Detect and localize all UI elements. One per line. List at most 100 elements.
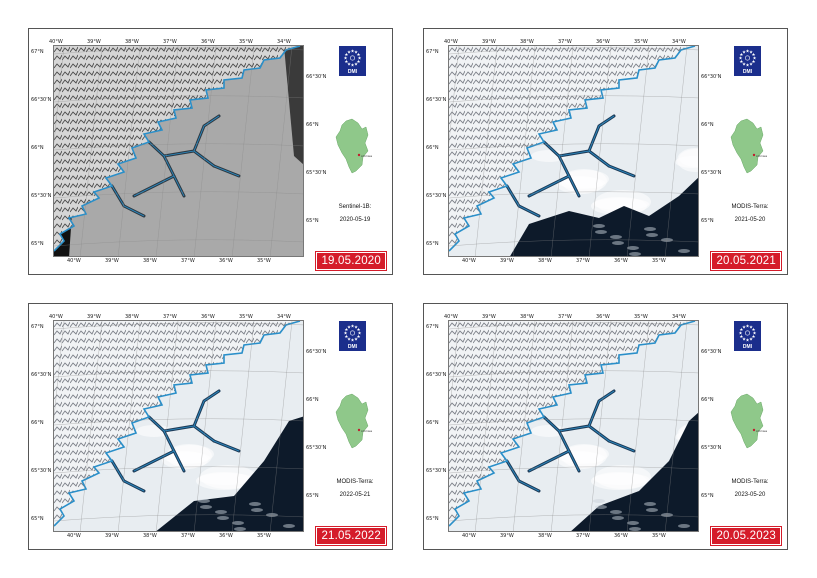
sensor-name: Sentinel-1B:: [338, 204, 372, 210]
graticule-label-top: 39°W: [482, 314, 496, 320]
stars-icon: ★★★★★★★★★ ★ ★★: [738, 324, 756, 344]
sensor-caption: Sentinel-1B: 2020-05-19: [319, 201, 391, 227]
graticule-label-bottom: 38°W: [538, 533, 552, 539]
graticule-label-left: 65°30'N: [31, 468, 52, 474]
graticule-label-bottom: 36°W: [614, 258, 628, 264]
greenland-inset-map: Ammassalik: [332, 117, 377, 175]
graticule-label-left: 67°N: [31, 49, 44, 55]
svg-text:★: ★: [752, 327, 756, 333]
graticule-label-right: 65°N: [306, 493, 319, 499]
coastline: [449, 321, 696, 527]
graticule-label-left: 65°N: [31, 516, 44, 522]
graticule-label-bottom: 40°W: [462, 258, 476, 264]
svg-text:★: ★: [344, 334, 348, 340]
svg-text:★: ★: [742, 324, 746, 330]
dmi-logo: ★ ★ ★ ★ ★ ★ ★ ★ ★ ★ ★ ★ DMI: [734, 321, 761, 351]
graticule-label-bottom: 38°W: [143, 533, 157, 539]
graticule-label-bottom: 37°W: [181, 533, 195, 539]
graticule-label-right: 65°30'N: [701, 445, 722, 451]
graticule-label-right: 66°30'N: [701, 349, 722, 355]
stars-icon: ★★★★★★★★★ ★ ★★: [738, 49, 756, 69]
svg-text:★: ★: [347, 324, 351, 330]
svg-text:★: ★: [343, 56, 347, 62]
svg-text:★: ★: [739, 52, 743, 58]
satellite-map: [53, 320, 304, 532]
land-mass: [449, 321, 698, 526]
map-panel: 40°W 39°W 38°W 37°W 36°W 35°W 34°W 40°W 39°W 38°W…: [28, 303, 393, 550]
graticule-label-right: 66°30'N: [306, 349, 327, 355]
graticule-label-top: 38°W: [125, 314, 139, 320]
graticule-label-left: 67°N: [426, 49, 439, 55]
graticule-label-bottom: 39°W: [500, 258, 514, 264]
svg-text:★: ★: [738, 331, 742, 337]
land-mass: [54, 46, 303, 251]
location-marker: [752, 428, 756, 432]
graticule-label-left: 65°N: [31, 241, 44, 247]
land-mass: [54, 321, 303, 526]
svg-text:★: ★: [745, 63, 749, 69]
svg-text:★: ★: [347, 337, 351, 343]
date-badge: 20.05.2023: [710, 526, 782, 546]
svg-text:★: ★: [354, 337, 358, 343]
satellite-map: [53, 45, 304, 257]
graticule-label-bottom: 37°W: [576, 533, 590, 539]
graticule-label-right: 65°N: [306, 218, 319, 224]
graticule-label-right: 65°30'N: [306, 170, 327, 176]
graticule-label-bottom: 40°W: [462, 533, 476, 539]
graticule-label-top: 40°W: [444, 314, 458, 320]
graticule-label-left: 66°N: [426, 145, 439, 151]
graticule-label-left: 66°N: [426, 420, 439, 426]
open-water: [571, 412, 698, 531]
coastline: [54, 46, 301, 252]
date-badge: 21.05.2022: [315, 526, 387, 546]
graticule-label-bottom: 36°W: [614, 533, 628, 539]
svg-text:★: ★: [739, 59, 743, 65]
coastline: [449, 46, 696, 252]
graticule-label-top: 40°W: [444, 39, 458, 45]
svg-text:★: ★: [738, 56, 742, 62]
greenland-inset-map: Ammassalik: [332, 392, 377, 450]
graticule-label-left: 66°30'N: [31, 372, 52, 378]
graticule-label-top: 36°W: [201, 314, 215, 320]
greenland-shape: [335, 118, 369, 174]
date-badge: 20.05.2021: [710, 251, 782, 271]
graticule-label-bottom: 39°W: [105, 533, 119, 539]
graticule-label-bottom: 39°W: [105, 258, 119, 264]
graticule-label-right: 66°N: [306, 122, 319, 128]
sensor-caption: MODIS-Terra: 2021-05-20: [714, 201, 786, 227]
svg-text:★: ★: [357, 327, 361, 333]
graticule-label-bottom: 37°W: [181, 258, 195, 264]
svg-text:★: ★: [357, 331, 361, 337]
inset-place-label: Ammassalik: [756, 154, 767, 158]
graticule-label-top: 36°W: [596, 39, 610, 45]
svg-text:★: ★: [742, 337, 746, 343]
svg-text:★: ★: [742, 62, 746, 68]
open-water: [156, 416, 303, 531]
svg-text:★: ★: [745, 324, 749, 330]
graticule-label-right: 65°N: [701, 218, 714, 224]
graticule-label-left: 66°N: [31, 145, 44, 151]
graticule-label-top: 37°W: [163, 39, 177, 45]
graticule-label-left: 65°30'N: [426, 193, 447, 199]
graticule-label-bottom: 35°W: [257, 258, 271, 264]
dmi-logo: ★ ★ ★ ★ ★ ★ ★ ★ ★ ★ ★ ★ DMI: [734, 46, 761, 76]
svg-text:★: ★: [350, 63, 354, 69]
graticule-label-bottom: 36°W: [219, 258, 233, 264]
graticule-label-top: 38°W: [125, 39, 139, 45]
land-mass: [449, 46, 698, 251]
graticule-label-left: 65°30'N: [31, 193, 52, 199]
graticule-label-top: 36°W: [201, 39, 215, 45]
svg-text:★: ★: [354, 324, 358, 330]
sensor-caption: MODIS-Terra: 2022-05-21: [319, 476, 391, 502]
sensor-name: MODIS-Terra:: [731, 204, 769, 210]
graticule-label-top: 40°W: [49, 314, 63, 320]
graticule-label-top: 38°W: [520, 314, 534, 320]
graticule-label-left: 65°N: [426, 516, 439, 522]
greenland-shape: [730, 118, 764, 174]
acquisition-date: 2022-05-21: [339, 492, 371, 498]
svg-text:★: ★: [745, 49, 749, 55]
graticule-label-right: 66°30'N: [306, 74, 327, 80]
graticule-label-top: 35°W: [634, 39, 648, 45]
graticule-label-bottom: 38°W: [538, 258, 552, 264]
svg-text:★: ★: [344, 59, 348, 65]
